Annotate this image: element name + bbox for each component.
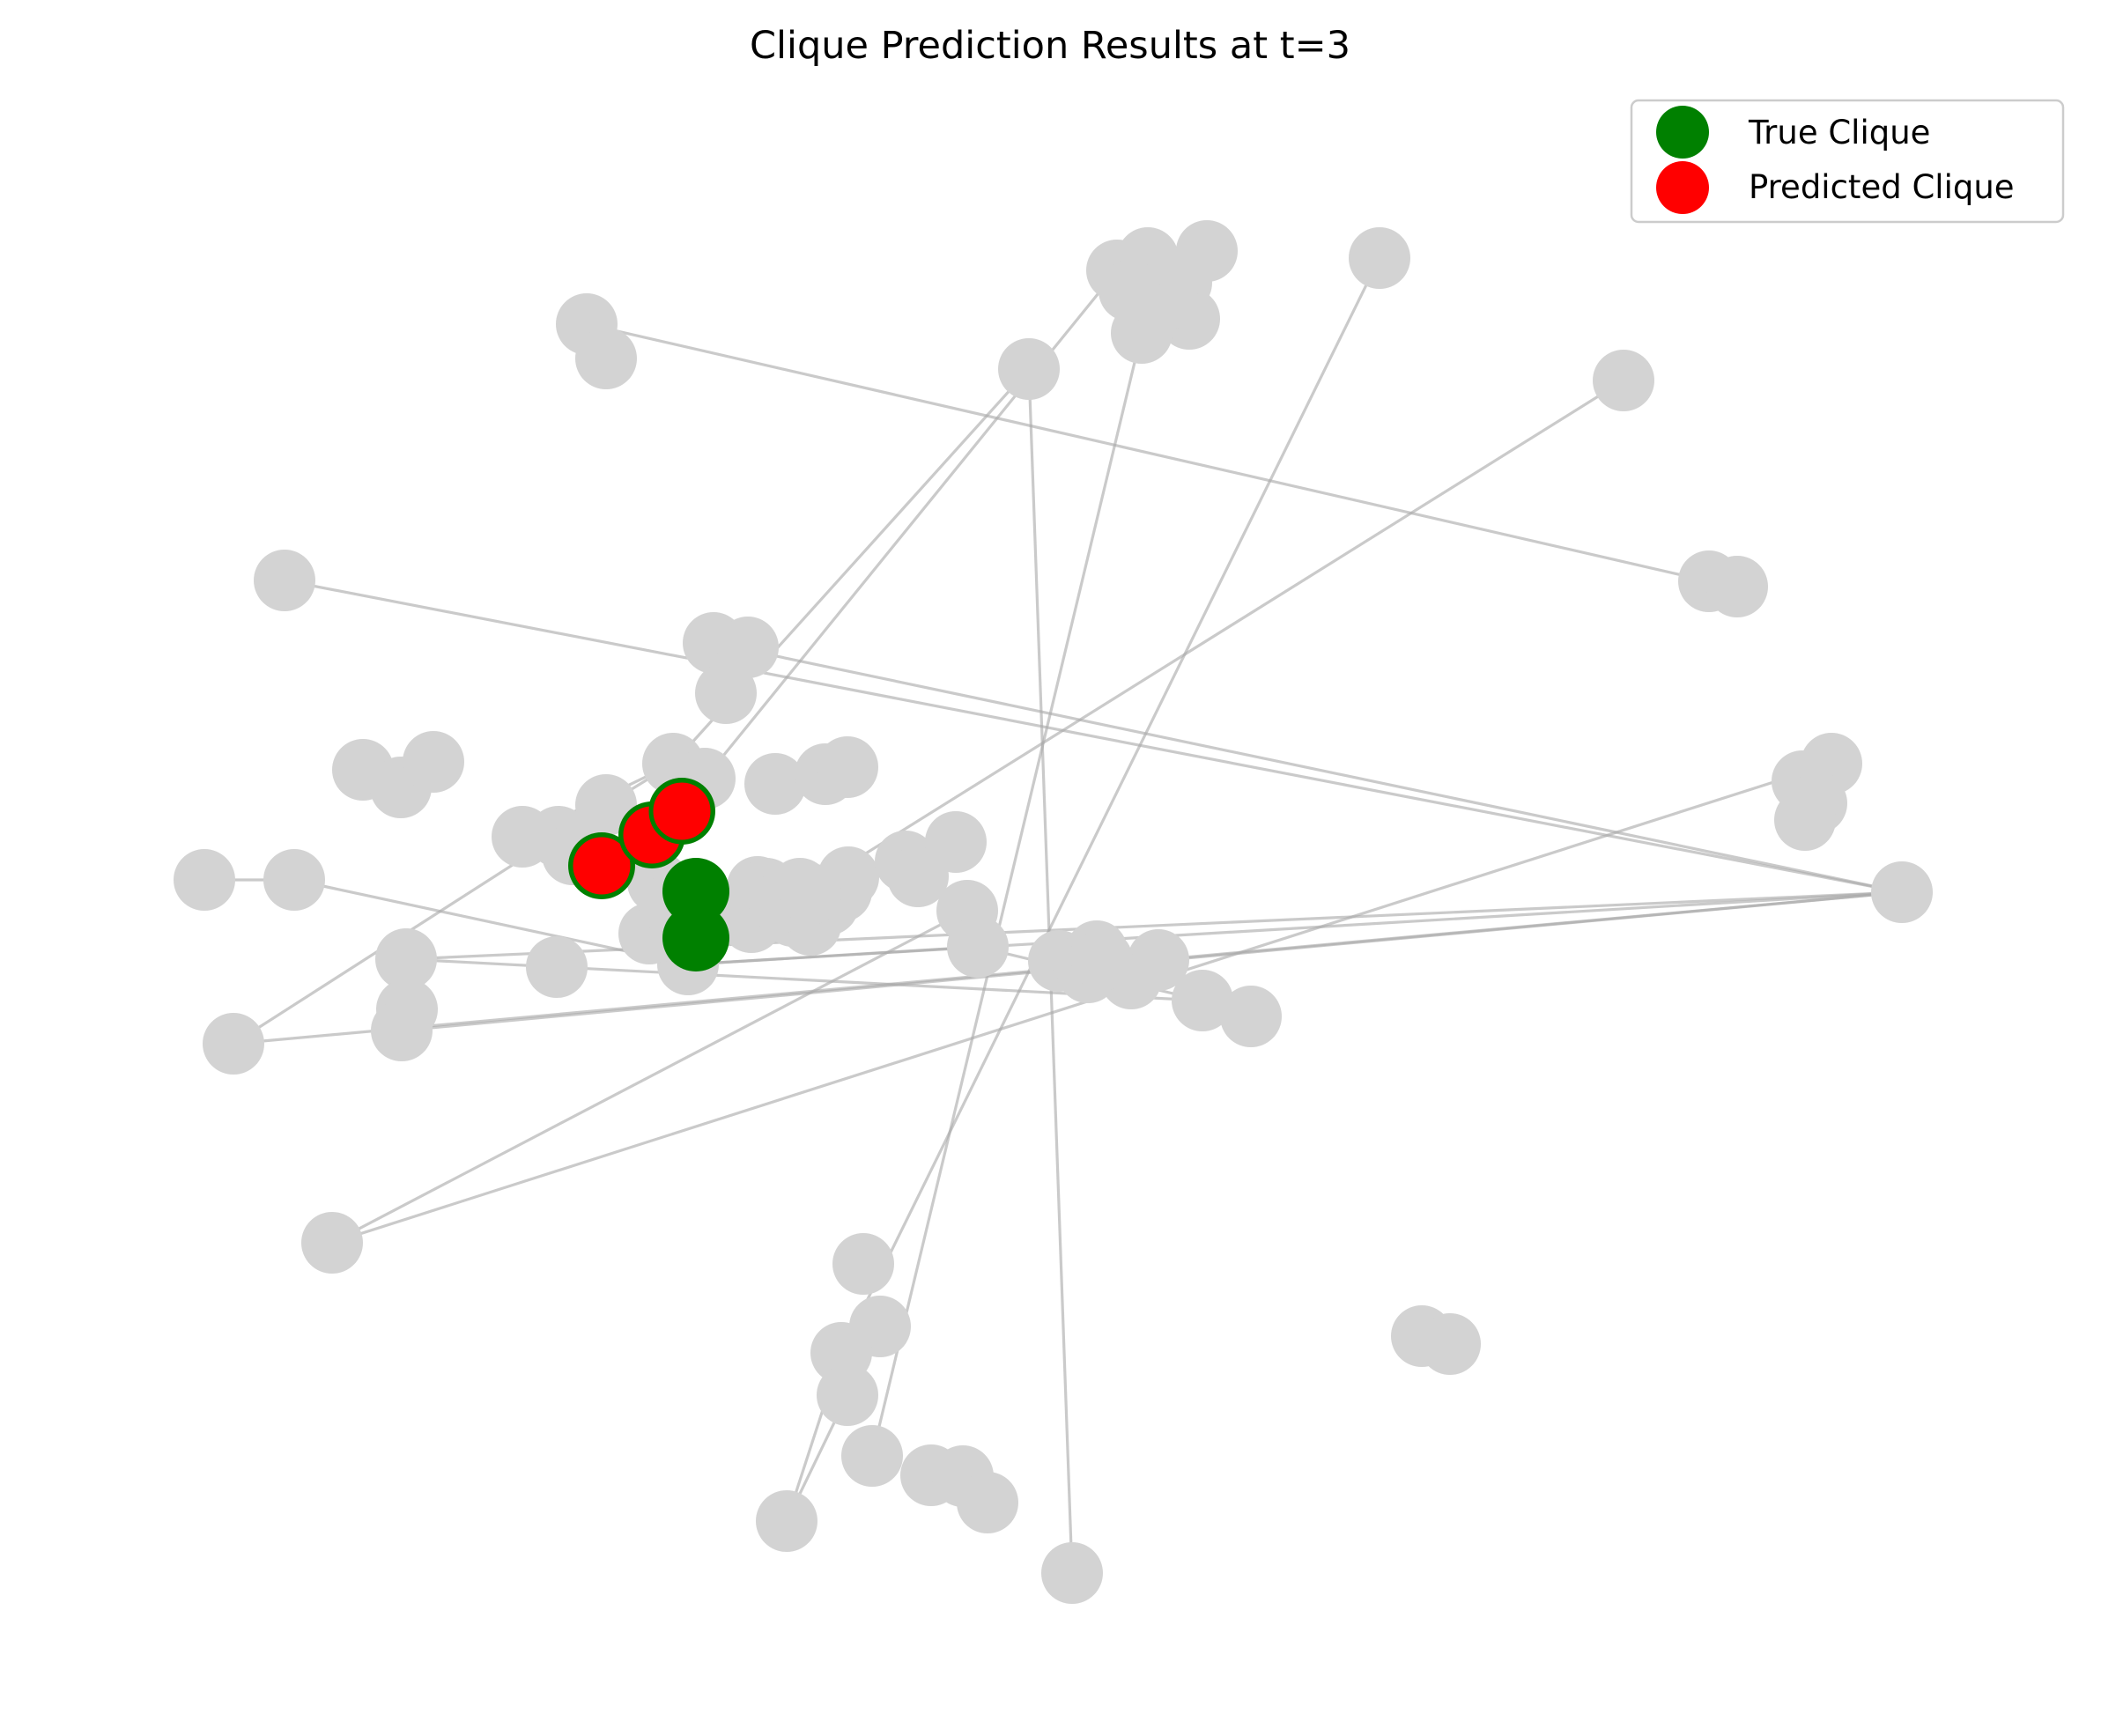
graph-edge [331,762,1832,1245]
legend-predicted-clique-marker [1656,161,1709,214]
graph-edge [586,322,1710,583]
graph-node [371,1000,433,1061]
graph-node [575,328,637,389]
graph-node [1099,260,1160,321]
legend-frame [1630,99,2065,224]
graph-node [947,916,1009,978]
graph-edge [687,945,979,966]
graph-node [1041,1542,1103,1604]
graph-node [1172,970,1233,1031]
clique-highlight-layer [568,778,729,971]
graph-node [1349,227,1410,289]
graph-node [925,811,987,873]
graph-node [756,1490,817,1552]
graph-node [1593,350,1654,411]
graph-node [1706,556,1768,617]
legend-true-clique-marker [1656,106,1709,159]
legend-predicted-clique-label: Predicted Clique [1749,168,2015,206]
edges-layer [204,257,1903,1574]
graph-node [375,928,437,990]
true-clique-node [662,905,729,971]
graph-node [780,863,841,925]
predicted-clique-node [648,778,715,845]
graph-node [1128,929,1189,991]
graph-node [254,550,315,611]
graph-node [841,1425,903,1487]
figure-title: Clique Prediction Results at t=3 [750,24,1350,68]
graph-node [174,849,235,911]
graph-edge [870,332,1143,1457]
graph-node [957,1472,1018,1533]
graph-node [817,736,878,798]
graph-node [403,731,464,793]
graph-node [1871,861,1933,923]
graph-node [526,936,588,998]
graph-node [263,849,325,911]
predicted-clique-node [568,832,635,899]
legend-true-clique-label: True Clique [1748,114,1930,151]
graph-node [575,774,637,836]
graph-edge [293,878,689,966]
graph-node [744,753,806,815]
graph-node [301,1212,363,1274]
graph-node [998,338,1060,400]
graph-node [1774,789,1836,851]
graph-node [1419,1313,1481,1375]
graph-node [817,1364,878,1426]
graph-edge [840,257,1381,1354]
graph-node [1071,929,1133,991]
legend: True Clique Predicted Clique [1630,99,2065,224]
graph-node [717,617,779,678]
graph-node [695,662,757,724]
graph-node [203,1013,264,1075]
graph-edge [331,909,968,1245]
graph-edge [284,579,1903,894]
graph-node [832,1233,894,1295]
true-clique-node [662,858,729,925]
graph-node [1220,986,1282,1047]
graph-edge [713,641,1903,894]
